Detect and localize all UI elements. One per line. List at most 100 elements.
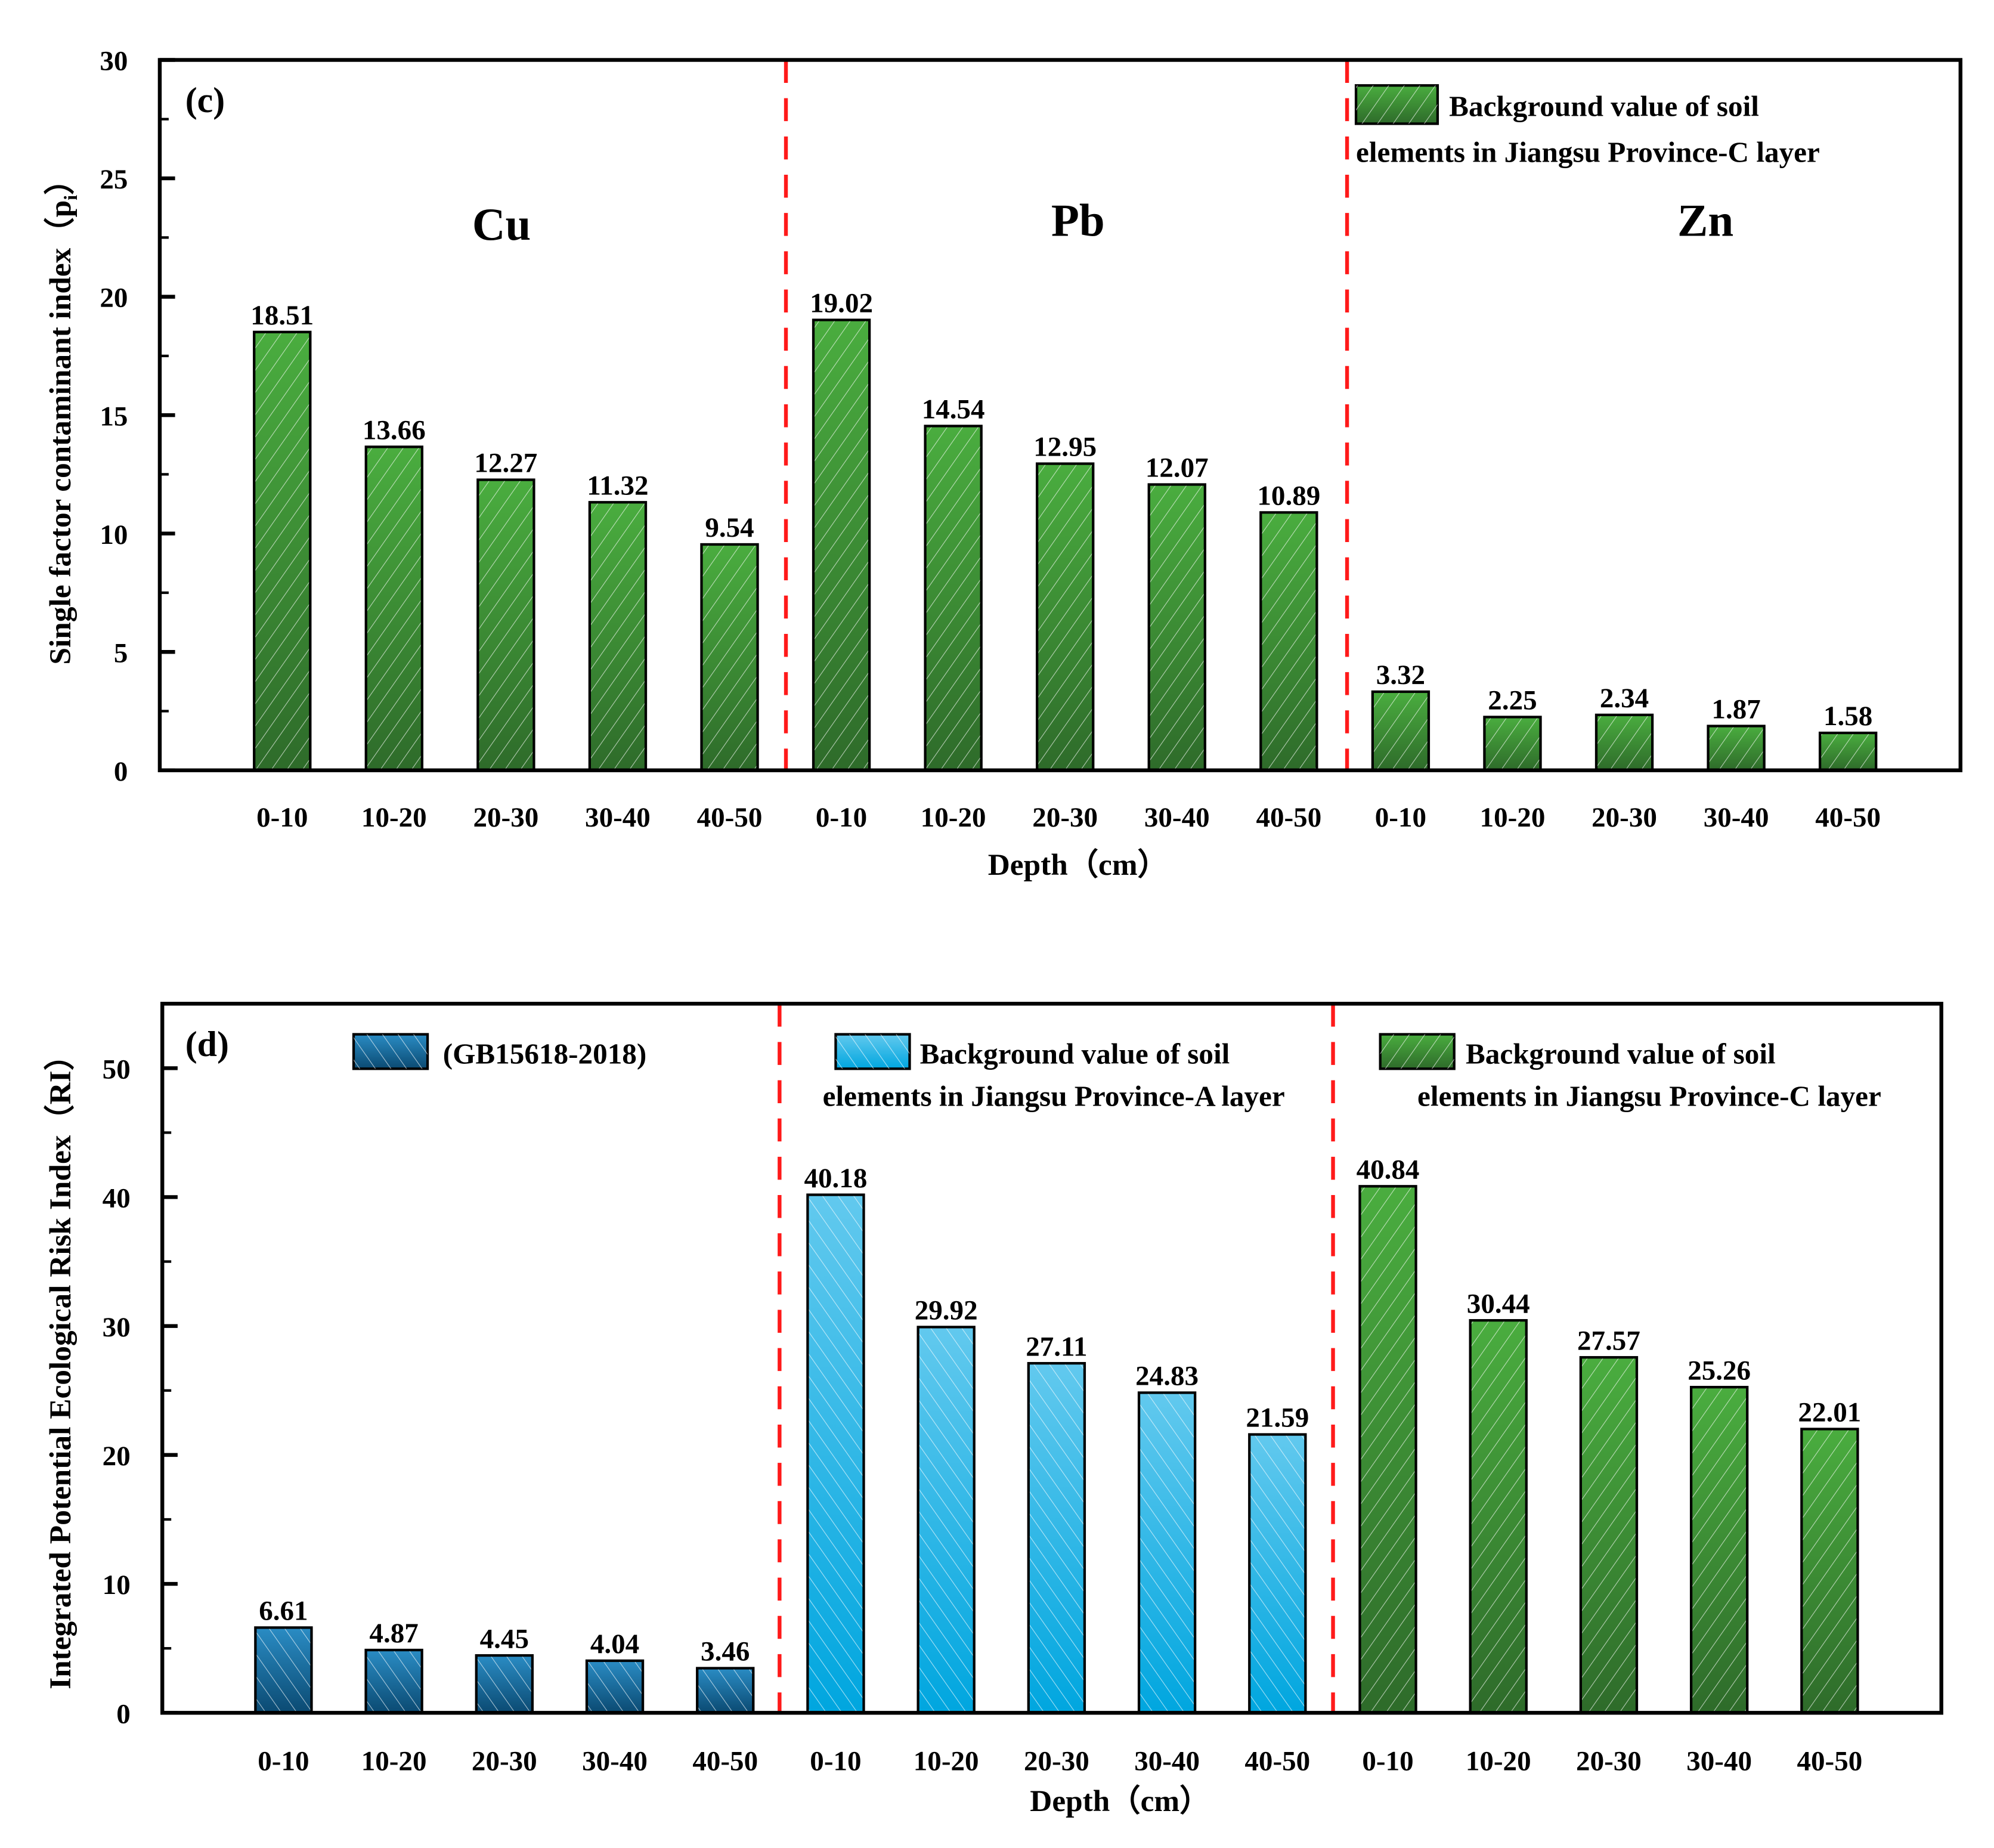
bar-hatch [1597,716,1651,769]
bar-value-label: 40.84 [1357,1154,1420,1185]
bar-hatch [809,1196,863,1712]
bar-hatch [1140,1394,1194,1712]
bar-value-label: 4.04 [590,1629,639,1660]
bar-hatch [1038,465,1092,769]
legend: Background value of soil elements in Jia… [1354,84,1820,169]
bar-hatch [367,448,421,769]
bar [1483,716,1542,772]
y-tick-label: 20 [103,1441,131,1472]
x-tick-label: 40-50 [1797,1746,1862,1777]
bar-value-label: 10.89 [1257,481,1320,512]
bar-hatch [1485,718,1540,769]
bar [1689,1386,1749,1714]
bar-hatch [588,1662,642,1712]
panel-label: (d) [185,1024,229,1064]
bar [700,543,759,772]
y-axis-title: Integrated Potential Ecological Risk Ind… [44,1040,78,1689]
y-axis-title: Single factor contaminant index（pi） [44,165,81,665]
bar-value-label: 29.92 [915,1295,978,1326]
bar-value-label: 2.34 [1600,683,1649,714]
bar-value-label: 12.07 [1145,453,1209,484]
bar [806,1193,865,1714]
bar-hatch [702,546,757,769]
x-tick-label: 30-40 [1144,802,1210,833]
bar-value-label: 1.58 [1823,701,1872,732]
x-tick-label: 10-20 [914,1746,979,1777]
bar-value-label: 3.46 [701,1636,750,1667]
bar [364,1648,423,1714]
bar-hatch [1250,1435,1305,1712]
bar [1818,731,1878,772]
bar-value-label: 11.32 [587,470,648,501]
bar-hatch [1361,1187,1415,1712]
bar [254,1626,313,1714]
bar-hatch [591,503,645,769]
panel-c-chart: 18.51 13.66 12.27 11.32 9.54 19.02 14.54 12.95 1… [44,46,1963,882]
group-label-zn: Zn [1677,195,1733,246]
bar-value-label: 12.95 [1033,432,1097,463]
bar-hatch [1029,1364,1083,1712]
x-tick-label: 40-50 [1244,1746,1310,1777]
y-tick-label: 50 [103,1054,131,1085]
x-tick-label: 20-30 [472,1746,537,1777]
bar [1036,462,1095,772]
bar-value-label: 4.45 [480,1623,529,1654]
bar-hatch [477,1657,531,1712]
bar-value-label: 14.54 [922,394,985,425]
y-tick-label: 25 [100,164,128,195]
bar-value-label: 21.59 [1246,1403,1309,1434]
x-tick-label: 30-40 [585,802,651,833]
x-tick-label: 0-10 [256,802,308,833]
x-tick-label: 10-20 [361,802,427,833]
panel-label: (c) [185,81,225,120]
group-label-cu: Cu [472,199,531,250]
bar-value-label: 9.54 [705,512,754,543]
y-tick-label: 5 [114,637,128,668]
bar [475,1654,534,1714]
legend-label: elements in Jiangsu Province-C layer [1417,1079,1881,1112]
bar-value-label: 30.44 [1467,1288,1530,1319]
y-tick-label: 30 [103,1312,131,1343]
plot-frame [160,1001,1943,1715]
bar [1137,1391,1197,1714]
bar [585,1659,645,1714]
legend: (GB15618-2018) Background value of soil … [352,1033,1881,1112]
y-tick-label: 0 [114,756,128,787]
legend-hatch [1356,85,1438,124]
bar-value-label: 24.83 [1135,1361,1199,1392]
bar-value-label: 25.26 [1688,1355,1751,1386]
group-label-pb: Pb [1051,195,1105,246]
x-tick-label: 40-50 [697,802,763,833]
bar [364,445,424,772]
bar [1147,483,1206,772]
y-tick-label: 0 [116,1698,131,1729]
bar [812,318,871,772]
legend-label: Background value of soil [1466,1038,1776,1070]
bar [1259,511,1318,772]
bar-hatch [919,1328,973,1712]
bar [476,478,535,772]
x-tick-label: 20-30 [1024,1746,1089,1777]
bar-value-label: 2.25 [1488,685,1537,716]
bar-hatch [1821,734,1875,769]
y-tick-label: 20 [100,283,128,314]
bar [1594,713,1654,772]
x-tick-label: 30-40 [1686,1746,1752,1777]
x-tick-label: 40-50 [692,1746,758,1777]
bar-hatch [815,321,868,769]
bar [1469,1319,1528,1714]
bar [588,501,648,772]
x-tick-label: 10-20 [1466,1746,1531,1777]
x-tick-label: 0-10 [816,802,867,833]
y-tick-label: 10 [103,1570,131,1601]
bar-hatch [367,1651,421,1712]
bar [924,425,983,772]
bar [1248,1433,1307,1714]
bar [1579,1356,1639,1714]
x-tick-label: 0-10 [1362,1746,1413,1777]
bar-hatch [1471,1321,1525,1712]
x-axis-title: Depth（cm） [1030,1784,1210,1818]
bar-value-label: 27.11 [1026,1331,1087,1362]
legend-hatch [835,1034,910,1069]
